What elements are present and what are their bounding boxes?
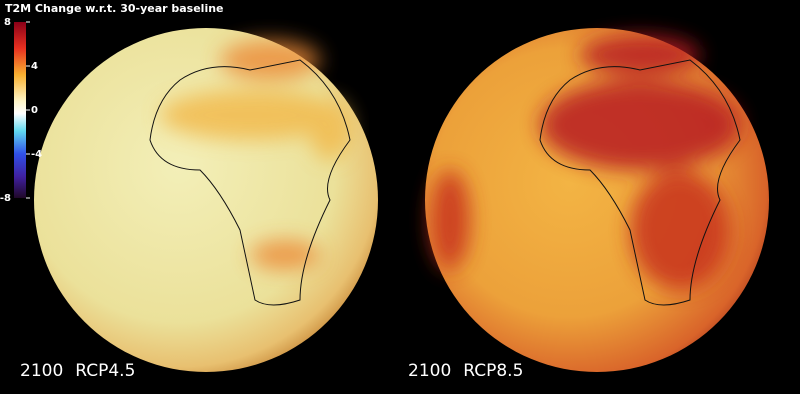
tick-label: 0 — [31, 105, 38, 116]
year: 2100 — [20, 361, 63, 381]
tick-label: 4 — [31, 61, 38, 72]
colorbar: T2M Change w.r.t. 30-year baseline 8 4 0 -4… — [0, 2, 224, 204]
panel-label: 2100 RCP4.5 — [20, 361, 135, 381]
colorbar-gradient — [14, 22, 26, 198]
tick-label: -4 — [31, 149, 42, 160]
scenario: RCP8.5 — [463, 361, 523, 381]
tick-label: 8 — [4, 17, 11, 28]
tick-label: -8 — [0, 193, 11, 204]
colorbar-title: T2M Change w.r.t. 30-year baseline — [5, 2, 224, 15]
year: 2100 — [408, 361, 451, 381]
scenario: RCP4.5 — [75, 361, 135, 381]
globe-left — [34, 28, 378, 372]
panel-label: 2100 RCP8.5 — [408, 361, 523, 381]
globe-right — [425, 28, 769, 372]
